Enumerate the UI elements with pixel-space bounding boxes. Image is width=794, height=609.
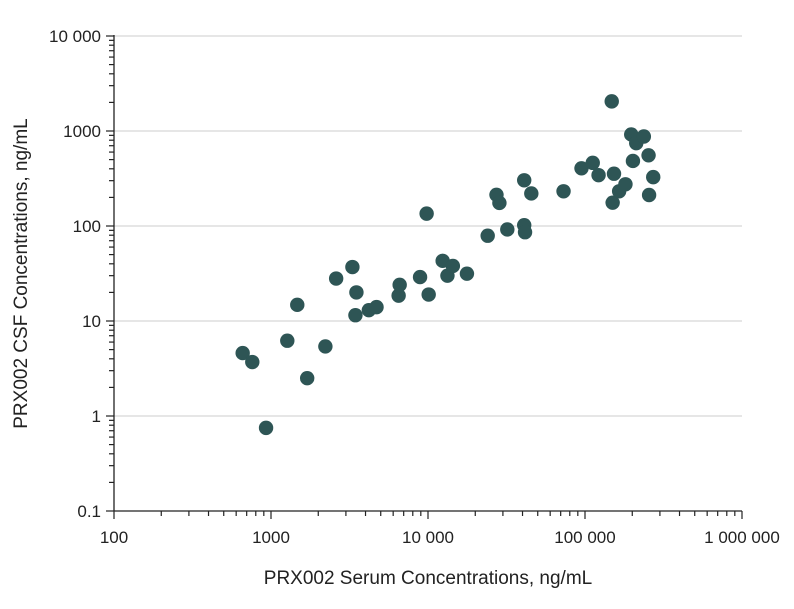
grid-lines xyxy=(114,35,742,417)
data-point xyxy=(348,308,363,323)
x-tick-label: 1 000 000 xyxy=(704,528,780,547)
data-point xyxy=(641,187,657,203)
data-point xyxy=(421,287,436,302)
data-point xyxy=(480,228,495,243)
y-tick-label: 1 xyxy=(92,407,101,426)
data-point xyxy=(500,222,515,237)
axes xyxy=(106,35,743,519)
tick-labels: 100 1000 10 000 100 000 1 000 000 0.1 1 10 100 10… xyxy=(49,27,780,547)
data-point xyxy=(517,225,533,240)
data-point xyxy=(412,269,428,285)
data-point xyxy=(646,169,661,185)
data-point xyxy=(636,129,652,144)
data-point xyxy=(604,94,619,109)
data-point xyxy=(606,166,622,181)
y-tick-label: 0.1 xyxy=(77,502,101,521)
data-point xyxy=(641,148,656,163)
data-point xyxy=(625,153,641,169)
data-point xyxy=(574,161,589,176)
data-point xyxy=(591,167,606,183)
data-point xyxy=(492,195,507,211)
y-tick-label: 1000 xyxy=(63,122,101,141)
data-point xyxy=(290,297,305,313)
data-point xyxy=(258,420,274,436)
data-points xyxy=(235,94,661,436)
data-point xyxy=(517,173,532,188)
data-point xyxy=(585,155,600,171)
data-point xyxy=(299,370,315,386)
data-point xyxy=(328,271,344,286)
data-point xyxy=(235,345,250,361)
x-axis-title: PRX002 Serum Concentrations, ng/mL xyxy=(264,568,592,589)
data-point xyxy=(556,184,571,199)
data-point xyxy=(345,259,360,275)
data-point xyxy=(349,285,364,300)
data-point xyxy=(419,206,434,221)
data-point xyxy=(318,339,333,354)
data-point xyxy=(369,299,384,315)
data-point xyxy=(280,333,295,348)
y-axis-title: PRX002 CSF Concentrations, ng/mL xyxy=(11,118,32,429)
x-tick-label: 10 000 xyxy=(402,528,454,547)
y-tick-label: 100 xyxy=(73,217,101,236)
data-point xyxy=(392,277,407,293)
data-point xyxy=(524,186,539,201)
data-point xyxy=(459,266,475,281)
x-tick-label: 100 000 xyxy=(554,528,615,547)
x-tick-label: 1000 xyxy=(252,528,290,547)
data-point xyxy=(445,258,461,274)
data-point xyxy=(391,288,406,303)
y-tick-label: 10 xyxy=(82,312,101,331)
data-point xyxy=(245,354,260,370)
data-point xyxy=(605,195,620,210)
data-point xyxy=(618,177,633,192)
y-tick-label: 10 000 xyxy=(49,27,101,46)
x-tick-label: 100 xyxy=(100,528,128,547)
